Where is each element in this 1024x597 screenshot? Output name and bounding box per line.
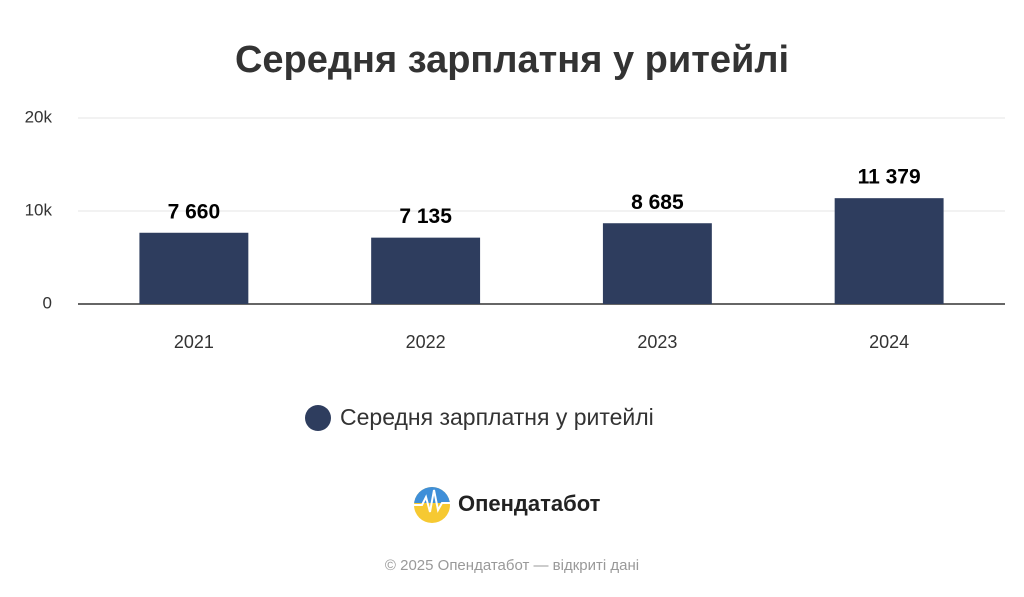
x-tick-label: 2021 bbox=[174, 332, 214, 352]
y-tick-label: 0 bbox=[43, 293, 52, 312]
bar bbox=[602, 223, 712, 304]
footer: © 2025 Опендатабот — відкриті дані bbox=[385, 557, 639, 574]
bar bbox=[371, 237, 481, 304]
logo-icon bbox=[414, 487, 450, 523]
x-tick-label: 2023 bbox=[637, 332, 677, 352]
logo-text: Опендатабот bbox=[458, 491, 601, 516]
x-tick-label: 2024 bbox=[869, 332, 909, 352]
chart-title: Середня зарплатня у ритейлі bbox=[235, 39, 789, 81]
bar bbox=[834, 198, 944, 304]
data-label: 7 135 bbox=[399, 205, 452, 228]
data-label: 7 660 bbox=[168, 200, 221, 223]
x-tick-label: 2022 bbox=[406, 332, 446, 352]
y-tick-label: 10k bbox=[25, 200, 53, 219]
legend-marker bbox=[305, 405, 331, 431]
data-label: 8 685 bbox=[631, 191, 684, 214]
y-tick-label: 20k bbox=[25, 107, 53, 126]
bar bbox=[139, 232, 249, 304]
data-label: 11 379 bbox=[858, 166, 921, 189]
legend-label: Середня зарплатня у ритейлі bbox=[340, 404, 654, 430]
